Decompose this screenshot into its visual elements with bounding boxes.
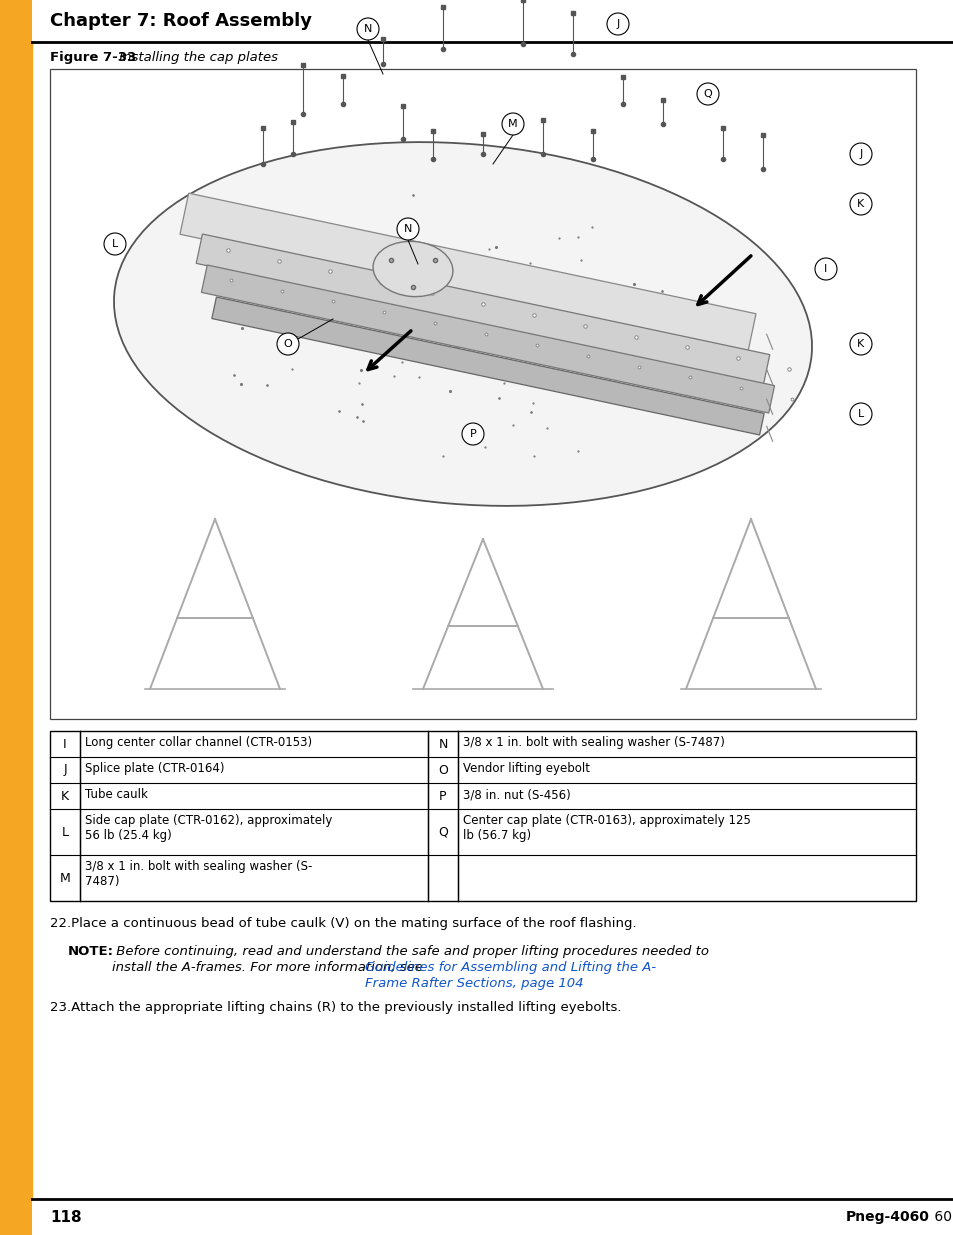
Circle shape xyxy=(356,19,378,40)
Text: Center cap plate (CTR-0163), approximately 125
lb (56.7 kg): Center cap plate (CTR-0163), approximate… xyxy=(462,814,750,842)
Circle shape xyxy=(849,403,871,425)
Polygon shape xyxy=(180,193,755,354)
Text: 3/8 x 1 in. bolt with sealing washer (S-7487): 3/8 x 1 in. bolt with sealing washer (S-… xyxy=(462,736,724,748)
Text: Guidelines for Assembling and Lifting the A-: Guidelines for Assembling and Lifting th… xyxy=(365,961,656,974)
Bar xyxy=(0,0,32,1235)
Text: K: K xyxy=(857,338,863,350)
Circle shape xyxy=(606,14,628,35)
Text: O: O xyxy=(283,338,292,350)
Text: 22.Place a continuous bead of tube caulk (V) on the mating surface of the roof f: 22.Place a continuous bead of tube caulk… xyxy=(50,918,636,930)
Text: N: N xyxy=(363,23,372,35)
Circle shape xyxy=(849,143,871,165)
Text: Before continuing, read and understand the safe and proper lifting procedures ne: Before continuing, read and understand t… xyxy=(112,945,708,958)
Bar xyxy=(50,731,915,902)
Text: Q: Q xyxy=(703,89,712,99)
Polygon shape xyxy=(201,266,774,412)
Text: M: M xyxy=(59,872,71,884)
Text: 60 Ft Diameter 40-Series Bin: 60 Ft Diameter 40-Series Bin xyxy=(929,1210,953,1224)
Circle shape xyxy=(501,112,523,135)
Text: Q: Q xyxy=(437,825,448,839)
Polygon shape xyxy=(196,235,769,384)
Text: Frame Rafter Sections, page 104: Frame Rafter Sections, page 104 xyxy=(365,977,583,990)
Text: Side cap plate (CTR-0162), approximately
56 lb (25.4 kg): Side cap plate (CTR-0162), approximately… xyxy=(85,814,332,842)
Text: Chapter 7: Roof Assembly: Chapter 7: Roof Assembly xyxy=(50,12,312,30)
Text: P: P xyxy=(438,789,446,803)
Text: 3/8 in. nut (S-456): 3/8 in. nut (S-456) xyxy=(462,788,570,802)
Ellipse shape xyxy=(113,142,811,506)
Text: K: K xyxy=(61,789,69,803)
Polygon shape xyxy=(212,298,763,435)
Text: Tube caulk: Tube caulk xyxy=(85,788,148,802)
Circle shape xyxy=(849,193,871,215)
Text: J: J xyxy=(616,19,619,28)
Text: L: L xyxy=(857,409,863,419)
Bar xyxy=(50,69,915,719)
Ellipse shape xyxy=(373,241,453,296)
Text: K: K xyxy=(857,199,863,209)
Bar xyxy=(32,0,953,42)
Text: P: P xyxy=(469,429,476,438)
Circle shape xyxy=(814,258,836,280)
Text: 3/8 x 1 in. bolt with sealing washer (S-
7487): 3/8 x 1 in. bolt with sealing washer (S-… xyxy=(85,860,312,888)
Text: install the A-frames. For more information, see: install the A-frames. For more informati… xyxy=(112,961,427,974)
Circle shape xyxy=(697,83,719,105)
Text: J: J xyxy=(859,149,862,159)
Text: Pneg-4060: Pneg-4060 xyxy=(845,1210,929,1224)
Text: L: L xyxy=(112,240,118,249)
Text: M: M xyxy=(508,119,517,128)
Circle shape xyxy=(276,333,298,354)
Text: N: N xyxy=(403,224,412,233)
Circle shape xyxy=(104,233,126,254)
Text: N: N xyxy=(437,737,447,751)
Circle shape xyxy=(396,219,418,240)
Text: 118: 118 xyxy=(50,1209,82,1224)
Circle shape xyxy=(461,424,483,445)
Circle shape xyxy=(849,333,871,354)
Text: Vendor lifting eyebolt: Vendor lifting eyebolt xyxy=(462,762,589,776)
Text: Long center collar channel (CTR-0153): Long center collar channel (CTR-0153) xyxy=(85,736,312,748)
Text: I: I xyxy=(823,264,827,274)
Text: I: I xyxy=(63,737,67,751)
Text: Installing the cap plates: Installing the cap plates xyxy=(115,51,277,64)
Text: O: O xyxy=(437,763,448,777)
Text: Splice plate (CTR-0164): Splice plate (CTR-0164) xyxy=(85,762,224,776)
Text: .: . xyxy=(550,977,554,990)
Text: L: L xyxy=(61,825,69,839)
Text: J: J xyxy=(63,763,67,777)
Text: Figure 7-33: Figure 7-33 xyxy=(50,51,136,64)
Text: 23.Attach the appropriate lifting chains (R) to the previously installed lifting: 23.Attach the appropriate lifting chains… xyxy=(50,1002,620,1014)
Bar xyxy=(32,1199,953,1235)
Text: NOTE:: NOTE: xyxy=(68,945,113,958)
